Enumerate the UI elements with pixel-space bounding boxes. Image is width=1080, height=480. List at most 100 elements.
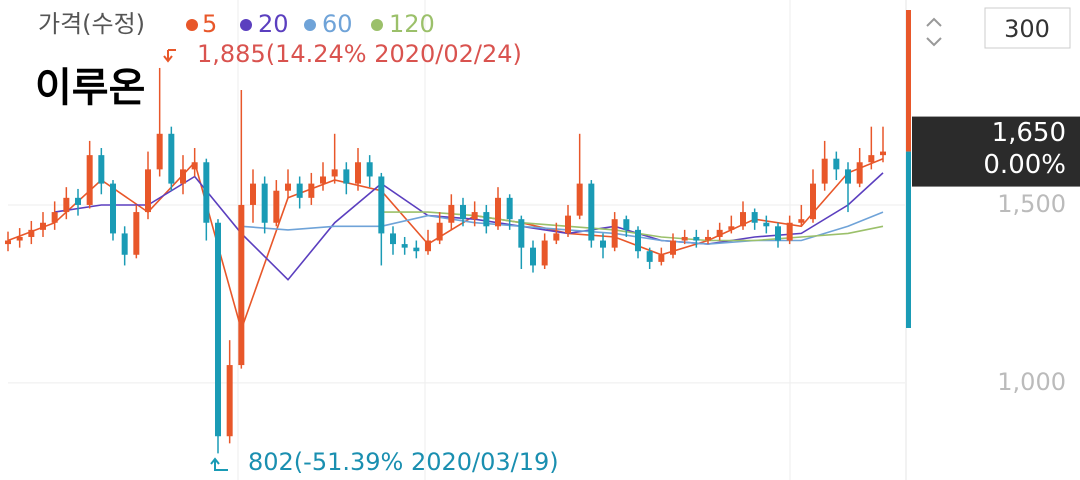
candle-body [576, 183, 583, 216]
candle-body [16, 236, 23, 241]
candle-body [448, 204, 455, 223]
candle-body [296, 183, 303, 198]
low-annotation: 802(-51.39% 2020/03/19) [248, 448, 559, 476]
candle-body [565, 215, 571, 234]
candle-body [670, 240, 676, 255]
grid [8, 204, 905, 384]
candle-body [611, 219, 618, 248]
candle-body [366, 162, 373, 177]
stock-name: 이루온 [35, 65, 145, 111]
candle-body [425, 240, 431, 252]
candle-body [681, 236, 688, 241]
candle-body [588, 183, 595, 241]
candle-body [110, 183, 116, 234]
candle-body [530, 247, 536, 266]
range-bar-down [906, 151, 911, 328]
candle-body [821, 158, 828, 184]
candle-body [86, 155, 93, 205]
legend-entry: 60 [322, 10, 353, 38]
candle-body [471, 212, 478, 220]
candle-body [810, 183, 816, 220]
legend-swatch [240, 19, 252, 31]
candle-body [390, 233, 396, 245]
legend-entry: 120 [389, 10, 435, 38]
candle-body [51, 212, 58, 223]
candle-body [716, 229, 723, 237]
candle-body [705, 236, 711, 241]
candle-body [553, 233, 560, 241]
candle-body [40, 222, 46, 230]
period-box[interactable] [984, 7, 1071, 49]
low-marker [210, 457, 228, 471]
candle-body [518, 219, 525, 248]
y-tick-label: 1,500 [997, 190, 1066, 218]
range-bar-up [906, 10, 911, 152]
period: 300 [1004, 15, 1050, 43]
candle-body [436, 222, 443, 241]
candle-body [308, 183, 315, 198]
candle-body [856, 162, 863, 184]
candle-body [541, 240, 548, 266]
candle-body [460, 204, 466, 220]
candle-body [378, 176, 385, 234]
candle-body [880, 151, 886, 156]
candle-body [355, 162, 361, 184]
candle-body [483, 212, 490, 227]
candle-body [506, 197, 513, 220]
candle-body [261, 183, 268, 223]
candle-body [63, 197, 70, 213]
candle-body [28, 229, 35, 237]
candle-body [740, 212, 746, 227]
candle-body [156, 133, 163, 170]
candle-body [168, 133, 175, 184]
candle-body [600, 240, 606, 248]
candle-body [203, 162, 210, 223]
candle-body [798, 219, 805, 223]
legend-entry: 5 [202, 10, 217, 38]
candle-body [121, 233, 128, 255]
candle-body [320, 176, 326, 184]
candle-body [413, 247, 420, 252]
candle-body [786, 222, 793, 241]
candle-body [635, 229, 641, 252]
candle-body [273, 190, 280, 223]
candle-body [495, 197, 501, 227]
candle-body [215, 222, 221, 437]
candle-body [728, 226, 735, 230]
candle-body [693, 236, 700, 241]
legend-entry: 20 [258, 10, 289, 38]
candle-body [250, 183, 256, 205]
high-annotation: 1,885(14.24% 2020/02/24) [197, 40, 522, 68]
legend-swatch [371, 19, 383, 31]
last-price-box [912, 116, 1080, 187]
candle-body [343, 169, 350, 184]
last-price: 1,650 [992, 118, 1066, 148]
candle-body [401, 244, 408, 248]
change-rate: 0.00% [983, 150, 1066, 180]
candle-body [75, 197, 81, 205]
candle-body [331, 169, 338, 177]
high-marker [163, 49, 176, 63]
legend-label: 가격(수정) [38, 10, 145, 38]
candle-body [763, 222, 770, 227]
candle-body [145, 169, 151, 213]
period-stepper[interactable] [926, 17, 942, 47]
candle-body [658, 254, 665, 262]
candle-body [191, 162, 198, 170]
legend-swatch [186, 19, 198, 31]
legend-swatch [304, 19, 316, 31]
y-tick-label: 1,000 [997, 368, 1066, 396]
candle-body [868, 155, 875, 163]
candle-body [133, 212, 140, 255]
candle-body [226, 365, 233, 437]
candle-body [833, 158, 840, 170]
candle-body [98, 155, 105, 184]
candle-body [751, 212, 758, 223]
candle-body [238, 204, 245, 366]
candle-body [646, 251, 653, 262]
candle-body [5, 240, 11, 245]
legend: 5 20 60 120 [186, 10, 435, 38]
candle-body [623, 219, 630, 230]
candle-body [285, 183, 291, 191]
